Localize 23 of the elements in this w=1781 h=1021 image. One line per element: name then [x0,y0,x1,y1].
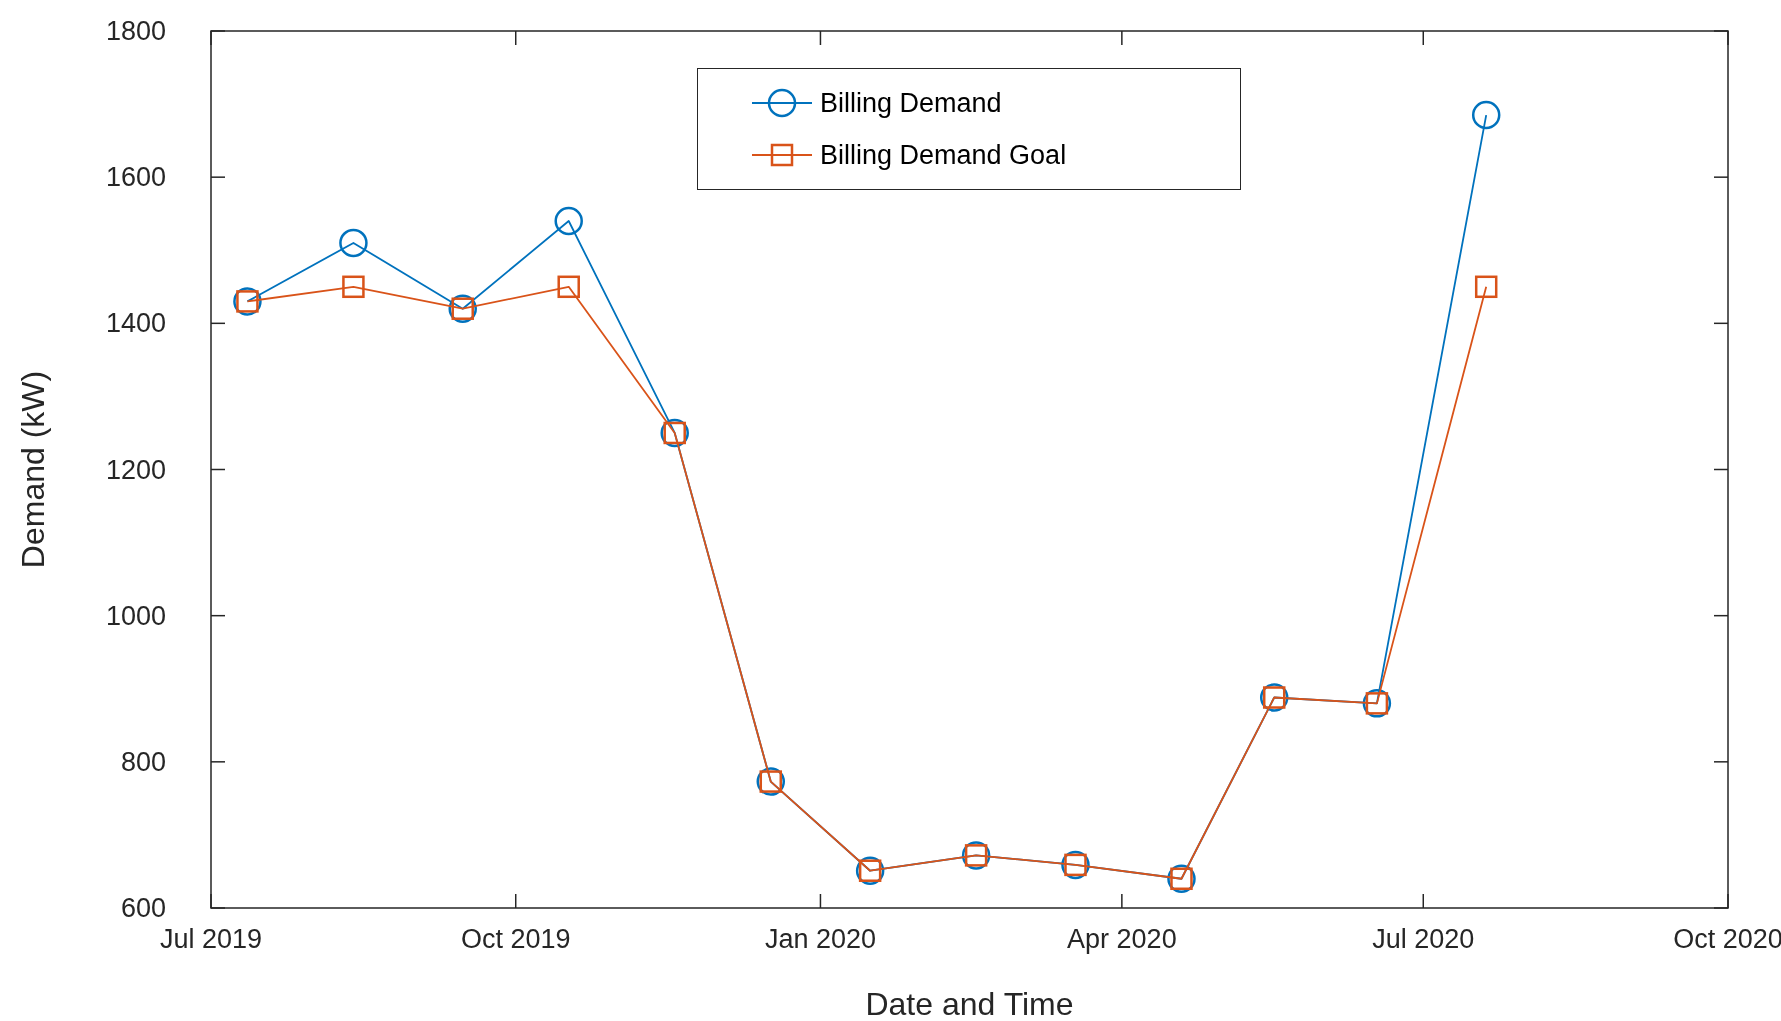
y-tick-label: 1600 [105,162,166,193]
legend-label: Billing Demand Goal [820,139,1067,171]
point [557,275,580,299]
x-tick-label: Oct 2020 [1673,924,1781,954]
y-tick-label: 1000 [105,600,166,631]
point [1471,100,1501,130]
x-tick-label: Apr 2020 [1067,924,1177,954]
x-tick-label: Oct 2019 [460,924,571,954]
legend-label: Billing Demand [820,87,1002,119]
y-axis-title: Demand (kW) [15,370,51,569]
y-tick-label: 1800 [105,16,166,46]
point [554,206,583,236]
y-tick-label: 600 [120,893,166,923]
y-tick-label: 1200 [105,454,166,485]
x-axis-title: Date and Time [865,986,1074,1021]
y-tick-label: 800 [120,746,166,777]
x-tick-label: Jan 2020 [764,924,876,954]
x-tick-label: Jul 2020 [1372,924,1475,954]
point [1474,275,1498,299]
x-tick-label: Jul 2019 [159,924,263,954]
point [342,275,365,299]
point [339,228,368,258]
y-tick-label: 1400 [105,308,166,339]
